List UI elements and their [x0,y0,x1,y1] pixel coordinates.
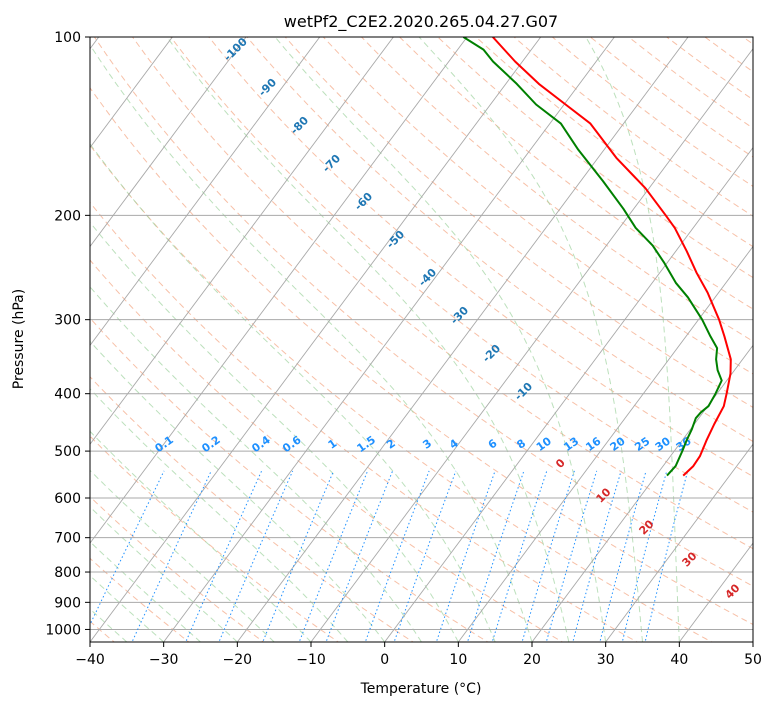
isotherm-line [90,37,173,149]
isotherm-line [310,47,753,642]
x-tick-label: 20 [523,652,541,668]
isotherm-line [90,37,394,445]
temperature-profile [492,37,732,477]
mixing-ratio-line [572,470,622,642]
moist-adiabat [90,286,422,642]
dry-adiabat [90,86,753,626]
dry-adiabat [132,37,753,550]
y-tick-label: 100 [54,30,81,46]
mixing-ratio-line [393,470,457,642]
y-tick-label: 800 [54,565,81,581]
isotherm-line [605,443,753,642]
mixing-ratio-line [521,470,575,642]
moist-adiabat [90,388,349,642]
isotherm-line [236,37,689,642]
mixing-ratio-line [545,470,598,642]
moist-adiabat [90,469,275,642]
moist-adiabat [585,37,680,642]
y-tick-label: 600 [54,491,81,507]
dry-adiabat [93,37,753,587]
isotherm-line [531,344,753,642]
moist-adiabat [90,541,201,642]
y-tick-label: 300 [54,313,81,329]
mixing-ratio-line [325,470,394,642]
moist-adiabat [166,37,570,642]
mixing-ratio-line [435,470,496,642]
x-tick-label: 0 [380,652,389,668]
x-tick-label: 30 [597,652,615,668]
x-tick-label: 40 [670,652,688,668]
moist-adiabat [90,506,238,642]
isotherm-line [678,542,753,642]
y-tick-label: 900 [54,595,81,611]
isotherm-line [457,245,753,642]
moist-adiabat [90,221,459,642]
x-tick-label: −10 [296,652,326,668]
isotherm-line [90,37,542,642]
x-tick-label: −40 [75,652,105,668]
mixing-ratio-line [131,470,212,642]
x-tick-label: 10 [449,652,467,668]
moist-adiabat [274,37,607,642]
x-tick-label: −30 [149,652,179,668]
moist-adiabat [90,44,533,642]
mixing-ratio-line [90,470,165,626]
mixing-ratio-line [466,470,525,642]
moist-adiabat [90,574,165,642]
x-tick-label: −20 [223,652,253,668]
dry-adiabat [170,37,753,513]
isotherm-line [384,146,753,642]
y-tick-label: 700 [54,531,81,547]
moist-adiabat [90,430,312,642]
isotherm-line [90,37,321,347]
chart-title: wetPf2_C2E2.2020.265.04.27.G07 [284,12,558,32]
mixing-ratio-line [298,470,369,642]
axes: −40 −30 −20 −10 0 10 20 30 40 50 100 200 300 400 500 60… [45,30,762,668]
y-tick-label: 200 [54,208,81,224]
dry-adiabat [284,37,753,408]
x-axis-label: Temperature (°C) [360,681,482,697]
isotherm-line [90,37,247,248]
dry-adiabat [361,37,753,342]
dry-adiabat [322,37,753,375]
x-tick-label: 50 [744,652,762,668]
moist-adiabat [418,37,643,642]
y-tick-label: 400 [54,387,81,403]
dewpoint-profile [462,37,723,477]
y-tick-label: 1000 [45,622,81,638]
y-axis-label: Pressure (hPa) [11,289,27,389]
moist-adiabat [90,340,386,642]
isotherm-line [90,37,468,544]
isotherm-line [163,37,615,642]
y-tick-label: 500 [54,444,81,460]
plot-frame [89,36,754,643]
mixing-ratio-line [364,470,430,642]
